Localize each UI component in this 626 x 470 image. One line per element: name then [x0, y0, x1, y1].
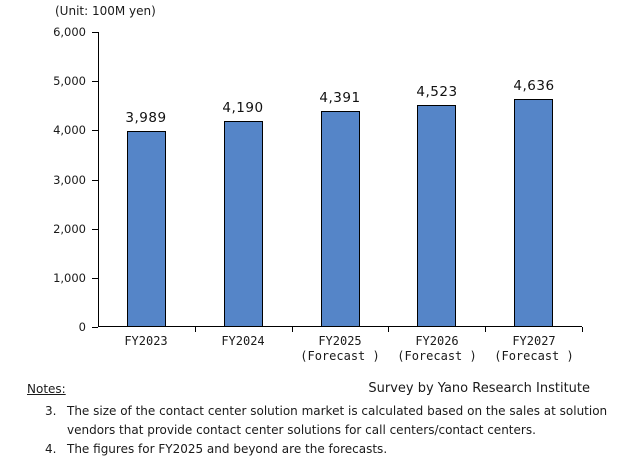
bar-value-label: 3,989 [125, 110, 167, 126]
x-category-label-line: (Forecast ) [300, 349, 380, 363]
bar-value-label: 4,523 [416, 84, 458, 100]
y-tick-label: 0 [78, 320, 86, 334]
y-axis-tick [92, 229, 98, 230]
x-axis-tick [292, 327, 293, 332]
y-axis-tick [92, 278, 98, 279]
note-line: vendors that provide contact center solu… [67, 423, 536, 437]
bar-value-label: 4,636 [513, 78, 555, 94]
y-axis-tick [92, 130, 98, 131]
x-axis-tick [582, 327, 583, 332]
x-category-label: FY2025 (Forecast ) [292, 334, 388, 364]
x-category-label-line: (Forecast ) [494, 349, 574, 363]
x-category-label: FY2027 (Forecast ) [486, 334, 582, 364]
y-axis-tick [92, 32, 98, 33]
x-axis-tick [195, 327, 196, 332]
y-tick-label: 1,000 [53, 271, 86, 285]
bar [127, 131, 166, 327]
x-category-label-line: FY2027 [512, 334, 556, 348]
y-axis-tick [92, 180, 98, 181]
note-line: The size of the contact center solution … [67, 404, 608, 418]
notes-heading: Notes: [27, 382, 66, 396]
x-category-label: FY2024 [195, 334, 291, 349]
x-category-label-line: (Forecast ) [397, 349, 477, 363]
bar [224, 121, 263, 327]
x-category-label-line: FY2023 [124, 334, 168, 348]
x-axis-tick [485, 327, 486, 332]
y-tick-label: 2,000 [53, 222, 86, 236]
note-item: 4. The figures for FY2025 and beyond are… [45, 440, 607, 459]
notes-section: Notes: 3. The size of the contact center… [27, 382, 607, 459]
bar [417, 105, 456, 327]
y-tick-label: 6,000 [53, 25, 86, 39]
y-axis-tick [92, 327, 98, 328]
unit-label: (Unit: 100M yen) [55, 4, 156, 18]
note-text: The size of the contact center solution … [67, 402, 607, 440]
bar-value-label: 4,391 [319, 90, 361, 106]
notes-list: 3. The size of the contact center soluti… [45, 402, 607, 459]
x-category-label-line: FY2025 [318, 334, 362, 348]
bar [514, 99, 553, 327]
note-line: The figures for FY2025 and beyond are th… [67, 442, 388, 456]
x-category-label-line: FY2026 [415, 334, 459, 348]
survey-credit: Survey by Yano Research Institute [368, 381, 590, 396]
bar-value-label: 4,190 [222, 100, 264, 116]
x-category-label-line: FY2024 [221, 334, 265, 348]
x-category-label: FY2026 (Forecast ) [389, 334, 485, 364]
note-text: The figures for FY2025 and beyond are th… [67, 440, 607, 459]
note-number: 4. [45, 442, 57, 456]
x-category-label: FY2023 [98, 334, 194, 349]
note-number: 3. [45, 404, 57, 418]
x-axis-tick [388, 327, 389, 332]
note-item: 3. The size of the contact center soluti… [45, 402, 607, 440]
y-axis-tick [92, 81, 98, 82]
y-tick-label: 3,000 [53, 173, 86, 187]
y-tick-label: 4,000 [53, 123, 86, 137]
y-tick-label: 5,000 [53, 74, 86, 88]
bar [321, 111, 360, 327]
